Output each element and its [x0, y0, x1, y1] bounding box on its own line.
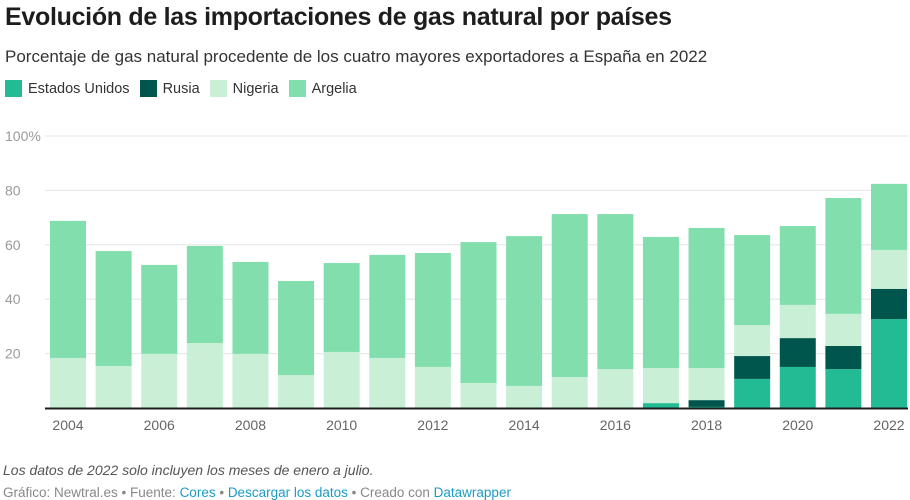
bar-segment-argelia-2004	[50, 220, 86, 358]
footer-sep: •	[215, 485, 228, 500]
bar-segment-nigeria-2014	[506, 385, 543, 408]
bar-segment-estados-unidos-2017	[642, 403, 679, 408]
legend-label: Estados Unidos	[28, 80, 130, 97]
bar-segment-nigeria-2009	[278, 375, 315, 408]
bar-segment-argelia-2015	[551, 214, 588, 377]
bar-segment-estados-unidos-2019	[734, 378, 771, 408]
footer-credit: Gráfico: Newtral.es	[3, 485, 118, 500]
legend: Estados Unidos Rusia Nigeria Argelia	[5, 80, 357, 97]
legend-swatch	[5, 80, 22, 97]
bar-segment-argelia-2016	[597, 214, 634, 370]
x-tick-label: 2022	[873, 417, 904, 433]
bar-segment-argelia-2009	[278, 280, 315, 376]
footer: Gráfico: Newtral.es • Fuente: Cores • De…	[3, 485, 511, 500]
bar-segment-nigeria-2019	[734, 325, 771, 357]
datawrapper-link[interactable]: Datawrapper	[433, 485, 511, 500]
y-tick-label: 20	[5, 346, 21, 362]
footer-sep: • Creado con	[347, 485, 434, 500]
bar-segment-argelia-2017	[642, 236, 679, 369]
bar-segment-argelia-2011	[369, 254, 406, 358]
legend-swatch	[288, 80, 306, 97]
bar-segment-rusia-2021	[825, 345, 862, 370]
bar-segment-argelia-2013	[460, 242, 497, 383]
bar-segment-argelia-2018	[688, 227, 725, 369]
bar-segment-nigeria-2013	[460, 382, 497, 408]
bar-segment-nigeria-2010	[323, 351, 360, 408]
legend-item: Nigeria	[209, 80, 279, 97]
x-tick-label: 2004	[52, 417, 83, 433]
source-link[interactable]: Cores	[179, 485, 216, 500]
bar-segment-argelia-2014	[506, 236, 543, 386]
chart-area: 20 40 60 80 100% 2004 2006 2008 2010 2012 2014 2016…	[5, 128, 908, 433]
bar-segment-argelia-2020	[779, 226, 816, 305]
chart-note: Los datos de 2022 solo incluyen los mese…	[3, 462, 374, 478]
bar-segment-rusia-2019	[734, 356, 771, 379]
y-tick-label: 40	[5, 291, 21, 307]
bar-segment-nigeria-2011	[369, 357, 406, 408]
x-tick-label: 2012	[417, 417, 448, 433]
legend-item: Rusia	[139, 80, 200, 97]
bar-segment-nigeria-2004	[50, 357, 86, 408]
legend-label: Rusia	[162, 80, 200, 97]
bar-segment-nigeria-2018	[688, 368, 725, 401]
x-tick-label: 2016	[600, 417, 631, 433]
y-tick-label: 80	[5, 182, 21, 198]
bar-segment-rusia-2018	[688, 400, 725, 407]
bar-segment-estados-unidos-2018	[688, 406, 725, 408]
chart-title: Evolución de las importaciones de gas na…	[5, 3, 672, 31]
bar-segment-estados-unidos-2020	[779, 366, 816, 408]
bar-segment-estados-unidos-2022	[871, 319, 907, 408]
bar-segment-nigeria-2022	[871, 249, 907, 289]
x-tick-label: 2014	[509, 417, 540, 433]
legend-swatch	[209, 80, 227, 97]
legend-item: Argelia	[288, 80, 357, 97]
x-tick-label: 2020	[782, 417, 813, 433]
bar-segment-argelia-2021	[825, 198, 862, 314]
bar-segment-argelia-2007	[186, 245, 223, 343]
bar-segment-argelia-2010	[323, 263, 360, 352]
legend-item: Estados Unidos	[5, 80, 130, 97]
legend-label: Argelia	[311, 80, 357, 97]
bar-segment-argelia-2022	[871, 183, 907, 250]
bar-segment-argelia-2019	[734, 235, 771, 326]
bar-segment-nigeria-2007	[186, 342, 223, 408]
bar-segment-argelia-2005	[95, 251, 132, 367]
legend-label: Nigeria	[232, 80, 279, 97]
y-tick-label: 60	[5, 237, 21, 253]
bar-segment-nigeria-2015	[551, 376, 588, 408]
bar-segment-nigeria-2016	[597, 369, 634, 408]
bar-segment-rusia-2020	[779, 338, 816, 367]
bar-segment-nigeria-2020	[779, 304, 816, 339]
chart-subtitle: Porcentaje de gas natural procedente de …	[5, 47, 708, 66]
bar-segment-nigeria-2005	[95, 366, 132, 408]
bar-segment-nigeria-2017	[642, 368, 679, 404]
download-data-link[interactable]: Descargar los datos	[227, 485, 348, 500]
bar-segment-argelia-2006	[141, 264, 178, 354]
bar-segment-argelia-2008	[232, 261, 269, 354]
y-tick-label: 100%	[5, 128, 41, 144]
bar-segment-estados-unidos-2021	[825, 369, 862, 408]
legend-swatch	[139, 80, 157, 97]
footer-sep: • Fuente:	[117, 485, 180, 500]
bar-segment-nigeria-2008	[232, 353, 269, 408]
bar-segment-nigeria-2006	[141, 353, 178, 408]
x-tick-label: 2018	[691, 417, 722, 433]
x-tick-label: 2010	[326, 417, 357, 433]
bar-segment-nigeria-2021	[825, 313, 862, 346]
x-tick-label: 2006	[144, 417, 175, 433]
bar-segment-rusia-2022	[871, 288, 907, 320]
bar-segment-argelia-2012	[414, 252, 451, 367]
bar-segment-nigeria-2012	[414, 366, 451, 408]
x-tick-label: 2008	[235, 417, 266, 433]
